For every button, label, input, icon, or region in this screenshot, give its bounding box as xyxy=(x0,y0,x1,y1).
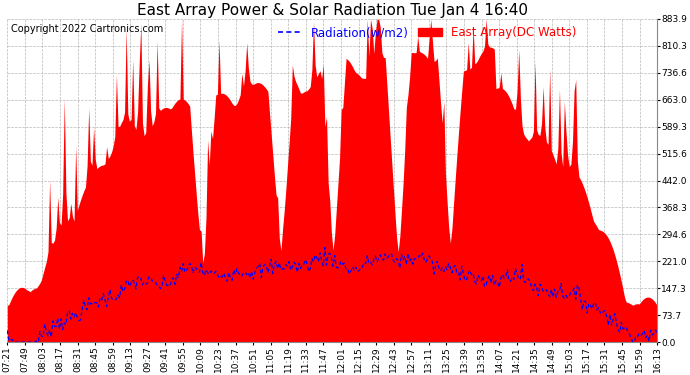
Text: Copyright 2022 Cartronics.com: Copyright 2022 Cartronics.com xyxy=(10,24,163,34)
Legend: Radiation(w/m2), East Array(DC Watts): Radiation(w/m2), East Array(DC Watts) xyxy=(273,22,582,44)
Title: East Array Power & Solar Radiation Tue Jan 4 16:40: East Array Power & Solar Radiation Tue J… xyxy=(137,3,528,18)
